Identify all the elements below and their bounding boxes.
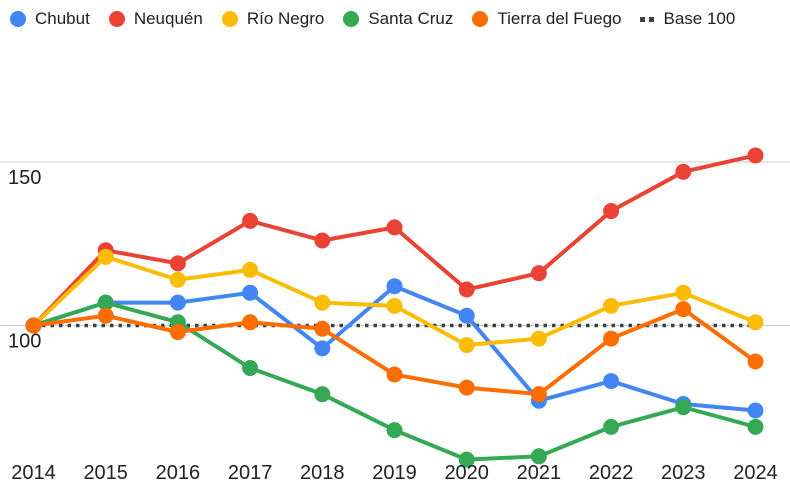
data-point xyxy=(458,379,475,396)
legend-label: Chubut xyxy=(35,9,90,28)
data-point xyxy=(97,307,114,324)
data-point xyxy=(169,255,186,272)
data-point xyxy=(603,297,620,314)
data-point xyxy=(314,320,331,337)
legend-item-neuquen: Neuquén xyxy=(108,9,203,29)
data-point xyxy=(675,163,692,180)
data-point xyxy=(314,294,331,311)
legend-item-santa-cruz: Santa Cruz xyxy=(343,9,453,29)
data-point xyxy=(747,147,764,164)
tierra-del-fuego-swatch-icon xyxy=(472,11,489,27)
data-point xyxy=(314,340,331,357)
data-point xyxy=(747,418,764,435)
neuquen-swatch-icon xyxy=(108,11,125,27)
data-point xyxy=(242,261,259,278)
data-point xyxy=(458,307,475,324)
data-point xyxy=(458,337,475,354)
legend-label: Santa Cruz xyxy=(368,9,454,28)
data-point xyxy=(386,297,403,314)
data-point xyxy=(242,284,259,301)
series-tierra-del-fuego xyxy=(25,301,764,403)
legend-item-rio-negro: Río Negro xyxy=(221,9,325,29)
data-point xyxy=(458,281,475,298)
x-tick-label: 2023 xyxy=(661,462,706,484)
x-tick-label: 2024 xyxy=(733,462,778,484)
legend-label: Tierra del Fuego xyxy=(497,9,622,28)
data-point xyxy=(747,353,764,370)
data-point xyxy=(530,265,547,282)
x-tick-label: 2020 xyxy=(444,462,489,484)
legend-label: Neuquén xyxy=(133,9,203,28)
data-point xyxy=(603,330,620,347)
legend-label: Base 100 xyxy=(663,9,736,28)
data-point xyxy=(458,451,475,468)
data-point xyxy=(530,330,547,347)
data-point xyxy=(169,294,186,311)
data-point xyxy=(314,386,331,403)
chart-legend: Chubut Neuquén Río Negro Santa Cruz Tier… xyxy=(10,6,786,32)
data-point xyxy=(386,219,403,236)
data-point xyxy=(675,301,692,318)
rio-negro-swatch-icon xyxy=(221,11,238,27)
data-point xyxy=(386,422,403,439)
x-tick-label: 2016 xyxy=(156,462,201,484)
data-point xyxy=(747,402,764,419)
legend-item-tierra-del-fuego: Tierra del Fuego xyxy=(472,9,621,29)
data-point xyxy=(97,294,114,311)
data-point xyxy=(603,418,620,435)
data-point xyxy=(169,271,186,288)
x-tick-label: 2014 xyxy=(11,462,56,484)
data-point xyxy=(242,314,259,331)
data-point xyxy=(530,448,547,465)
data-point xyxy=(169,324,186,341)
data-point xyxy=(603,203,620,220)
data-point xyxy=(386,366,403,383)
x-tick-label: 2021 xyxy=(517,462,562,484)
x-tick-label: 2022 xyxy=(589,462,634,484)
data-point xyxy=(386,278,403,295)
x-tick-label: 2018 xyxy=(300,462,345,484)
data-point xyxy=(25,317,42,334)
data-point xyxy=(314,232,331,249)
legend-item-base-100: Base 100 xyxy=(640,9,735,29)
data-point xyxy=(747,314,764,331)
y-tick-label: 150 xyxy=(8,167,41,189)
legend-item-chubut: Chubut xyxy=(10,9,90,29)
y-tick-label: 100 xyxy=(8,331,41,353)
x-tick-label: 2019 xyxy=(372,462,417,484)
x-tick-label: 2015 xyxy=(83,462,128,484)
data-point xyxy=(603,373,620,390)
x-tick-label: 2017 xyxy=(228,462,273,484)
chubut-swatch-icon xyxy=(10,11,26,27)
legend-label: Río Negro xyxy=(246,9,325,28)
data-point xyxy=(242,212,259,229)
dotted-line-swatch-icon xyxy=(640,16,655,22)
data-point xyxy=(97,248,114,265)
data-point xyxy=(242,360,259,377)
santa-cruz-swatch-icon xyxy=(343,11,360,27)
series-santa-cruz xyxy=(25,294,764,468)
data-point xyxy=(675,399,692,416)
data-point xyxy=(675,284,692,301)
data-point xyxy=(530,386,547,403)
